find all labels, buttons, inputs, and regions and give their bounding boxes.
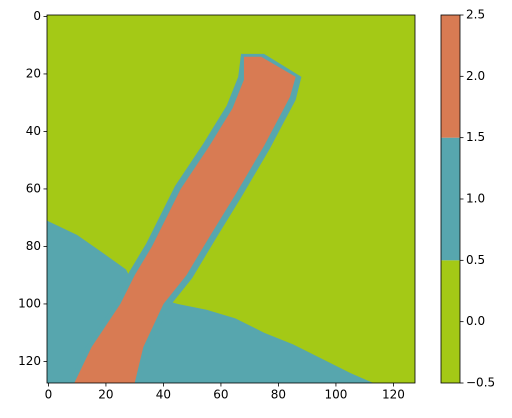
x-tick-label: 60 [213, 388, 228, 402]
colorbar-tick-label: −0.5 [466, 376, 495, 390]
x-tick-label: 0 [45, 388, 53, 402]
x-tick-label: 120 [382, 388, 405, 402]
x-tick-label: 100 [324, 388, 347, 402]
colorbar-tick-label: 0.5 [466, 253, 485, 267]
y-tick-label: 20 [26, 66, 41, 80]
colorbar-tick-label: 2.0 [466, 69, 485, 83]
colorbar-tick-label: 2.5 [466, 8, 485, 22]
y-tick-label: 80 [26, 239, 41, 253]
y-tick-label: 0 [33, 9, 41, 23]
axes-frame [46, 14, 416, 384]
colorbar-segment [441, 15, 460, 138]
y-tick-label: 120 [18, 354, 41, 368]
colorbar-tick-label: 1.5 [466, 130, 485, 144]
colorbar-tick-label: 1.0 [466, 192, 485, 206]
y-tick-label: 40 [26, 124, 41, 138]
x-tick-label: 40 [156, 388, 171, 402]
y-tick-label: 100 [18, 296, 41, 310]
y-tick-label: 60 [26, 181, 41, 195]
x-tick-label: 20 [98, 388, 113, 402]
colorbar-segment [441, 137, 460, 261]
region [74, 56, 296, 383]
colorbar-segment [441, 260, 460, 383]
colorbar-tick-label: 0.0 [466, 314, 485, 328]
x-tick-label: 80 [271, 388, 286, 402]
